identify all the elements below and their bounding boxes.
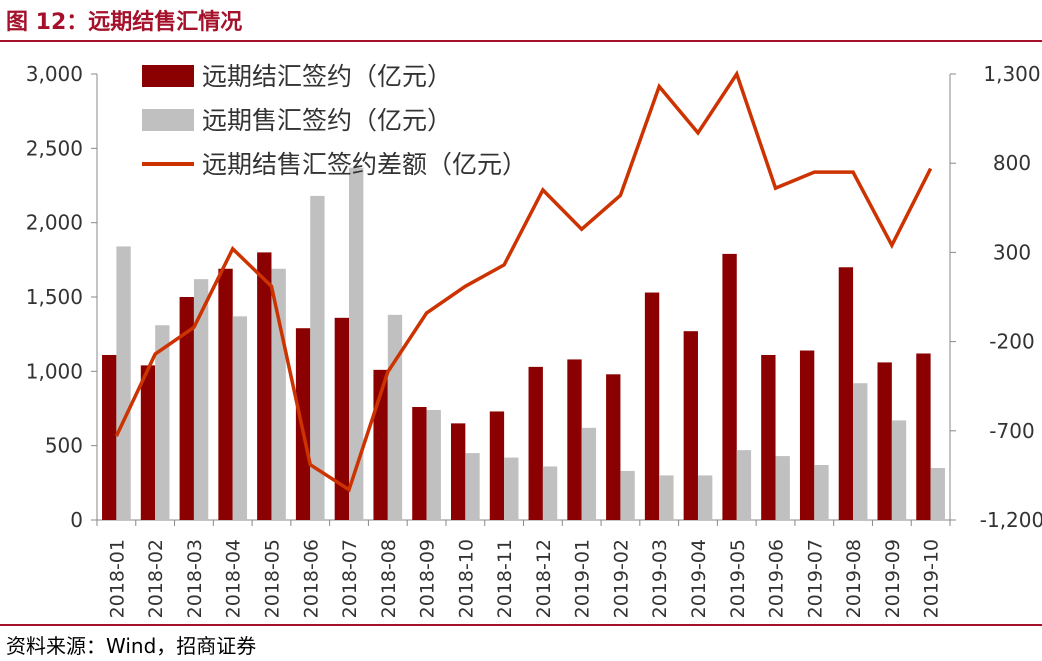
y-right-tick-label: 800 (993, 151, 1031, 175)
bar-forward-sale (310, 195, 325, 520)
bar-forward-sale (659, 475, 674, 520)
bar-forward-settlement (450, 423, 466, 520)
x-tick-label: 2018-11 (494, 539, 516, 618)
bar-forward-sale (814, 464, 829, 520)
x-tick-label: 2018-10 (455, 539, 477, 618)
bar-forward-settlement (567, 359, 582, 520)
y-left-tick-label: 500 (45, 434, 83, 458)
line-settlement-sale-difference (114, 70, 933, 493)
y-right-tick-label: -700 (989, 419, 1034, 443)
bar-forward-sale (542, 466, 558, 520)
bar-forward-settlement (761, 354, 776, 520)
y-right-tick-label: -200 (989, 330, 1034, 354)
bar-forward-sale (426, 409, 441, 520)
y-left-tick-label: 2,500 (26, 136, 83, 160)
x-tick-label: 2018-09 (417, 539, 439, 618)
bottom-divider (0, 624, 1042, 626)
bar-forward-settlement (334, 317, 350, 520)
legend-label-difference: 远期结售汇签约差额（亿元） (202, 150, 527, 179)
bar-forward-sale (581, 427, 597, 520)
bar-forward-settlement (489, 411, 505, 520)
bar-forward-settlement (683, 331, 698, 520)
bar-forward-sale (116, 246, 131, 520)
bar-forward-sale (349, 167, 364, 520)
x-tick-label: 2019-04 (688, 539, 710, 618)
x-tick-label: 2018-03 (184, 539, 206, 618)
legend-swatch-sale (142, 109, 194, 131)
y-left-tick-label: 1,500 (26, 285, 83, 309)
x-tick-label: 2019-08 (843, 539, 865, 618)
bar-forward-settlement (218, 268, 233, 520)
bar-forward-sale (504, 457, 519, 520)
x-tick-label: 2019-05 (727, 539, 749, 618)
bar-forward-sale (271, 268, 286, 520)
legend-label-settlement: 远期结汇签约（亿元） (202, 62, 452, 91)
bar-forward-sale (930, 467, 945, 520)
bar-forward-settlement (799, 350, 815, 520)
bar-forward-sale (697, 475, 713, 520)
x-tick-label: 2018-02 (145, 539, 167, 618)
y-left-tick-label: 1,000 (26, 359, 83, 383)
x-tick-label: 2018-07 (339, 539, 361, 618)
y-right-tick-label: 1,300 (983, 62, 1040, 86)
figure-title: 图 12：远期结售汇情况 (6, 10, 243, 35)
bar-forward-sale (736, 450, 752, 520)
legend-label-sale: 远期售汇签约（亿元） (202, 106, 452, 135)
bar-forward-sale (465, 453, 480, 520)
x-tick-label: 2018-04 (223, 539, 245, 618)
bar-forward-sale (232, 316, 248, 520)
bar-forward-settlement (257, 252, 272, 520)
bar-forward-sale (775, 456, 790, 520)
y-right-tick-label: 300 (993, 240, 1031, 264)
bar-forward-settlement (412, 407, 427, 520)
bar-forward-sale (620, 470, 635, 520)
top-divider (0, 40, 1042, 42)
bar-forward-settlement (528, 366, 543, 520)
x-tick-label: 2019-09 (882, 539, 904, 618)
x-tick-label: 2018-05 (261, 539, 283, 618)
x-tick-label: 2018-06 (300, 539, 322, 618)
combo-chart: 0 500 1,000 1,500 2,000 2,500 3,000 -1,200 -700 -… (26, 62, 1042, 618)
x-tick-label: 2019-06 (766, 539, 788, 618)
y-left-tick-label: 0 (70, 508, 83, 532)
bar-forward-sale (155, 325, 170, 520)
y-left-tick-label: 2,000 (26, 211, 83, 235)
x-tick-label: 2019-03 (649, 539, 671, 618)
x-tick-label: 2019-07 (804, 539, 826, 618)
bar-forward-settlement (916, 353, 931, 520)
x-tick-label: 2019-10 (921, 539, 943, 618)
bar-forward-settlement (722, 253, 737, 521)
x-tick-label: 2018-12 (533, 539, 555, 618)
source-note: 资料来源：Wind，招商证券 (6, 634, 257, 658)
bar-forward-settlement (606, 374, 621, 520)
bar-forward-sale (853, 383, 868, 520)
bar-forward-sale (387, 314, 403, 520)
bar-forward-settlement (140, 365, 156, 520)
y-right-tick-label: -1,200 (980, 508, 1042, 532)
legend-swatch-settlement (142, 65, 194, 87)
bar-forward-sale (891, 420, 907, 520)
bar-forward-sale (193, 279, 209, 520)
x-tick-label: 2019-02 (610, 539, 632, 618)
x-tick-label: 2019-01 (572, 539, 594, 618)
y-left-tick-label: 3,000 (26, 62, 83, 86)
bar-forward-settlement (102, 354, 117, 520)
bar-forward-settlement (838, 267, 854, 520)
x-tick-label: 2018-01 (106, 539, 128, 618)
x-tick-label: 2018-08 (378, 539, 400, 618)
bar-forward-settlement (179, 297, 194, 520)
bar-forward-settlement (644, 292, 660, 520)
bar-forward-settlement (877, 362, 892, 520)
